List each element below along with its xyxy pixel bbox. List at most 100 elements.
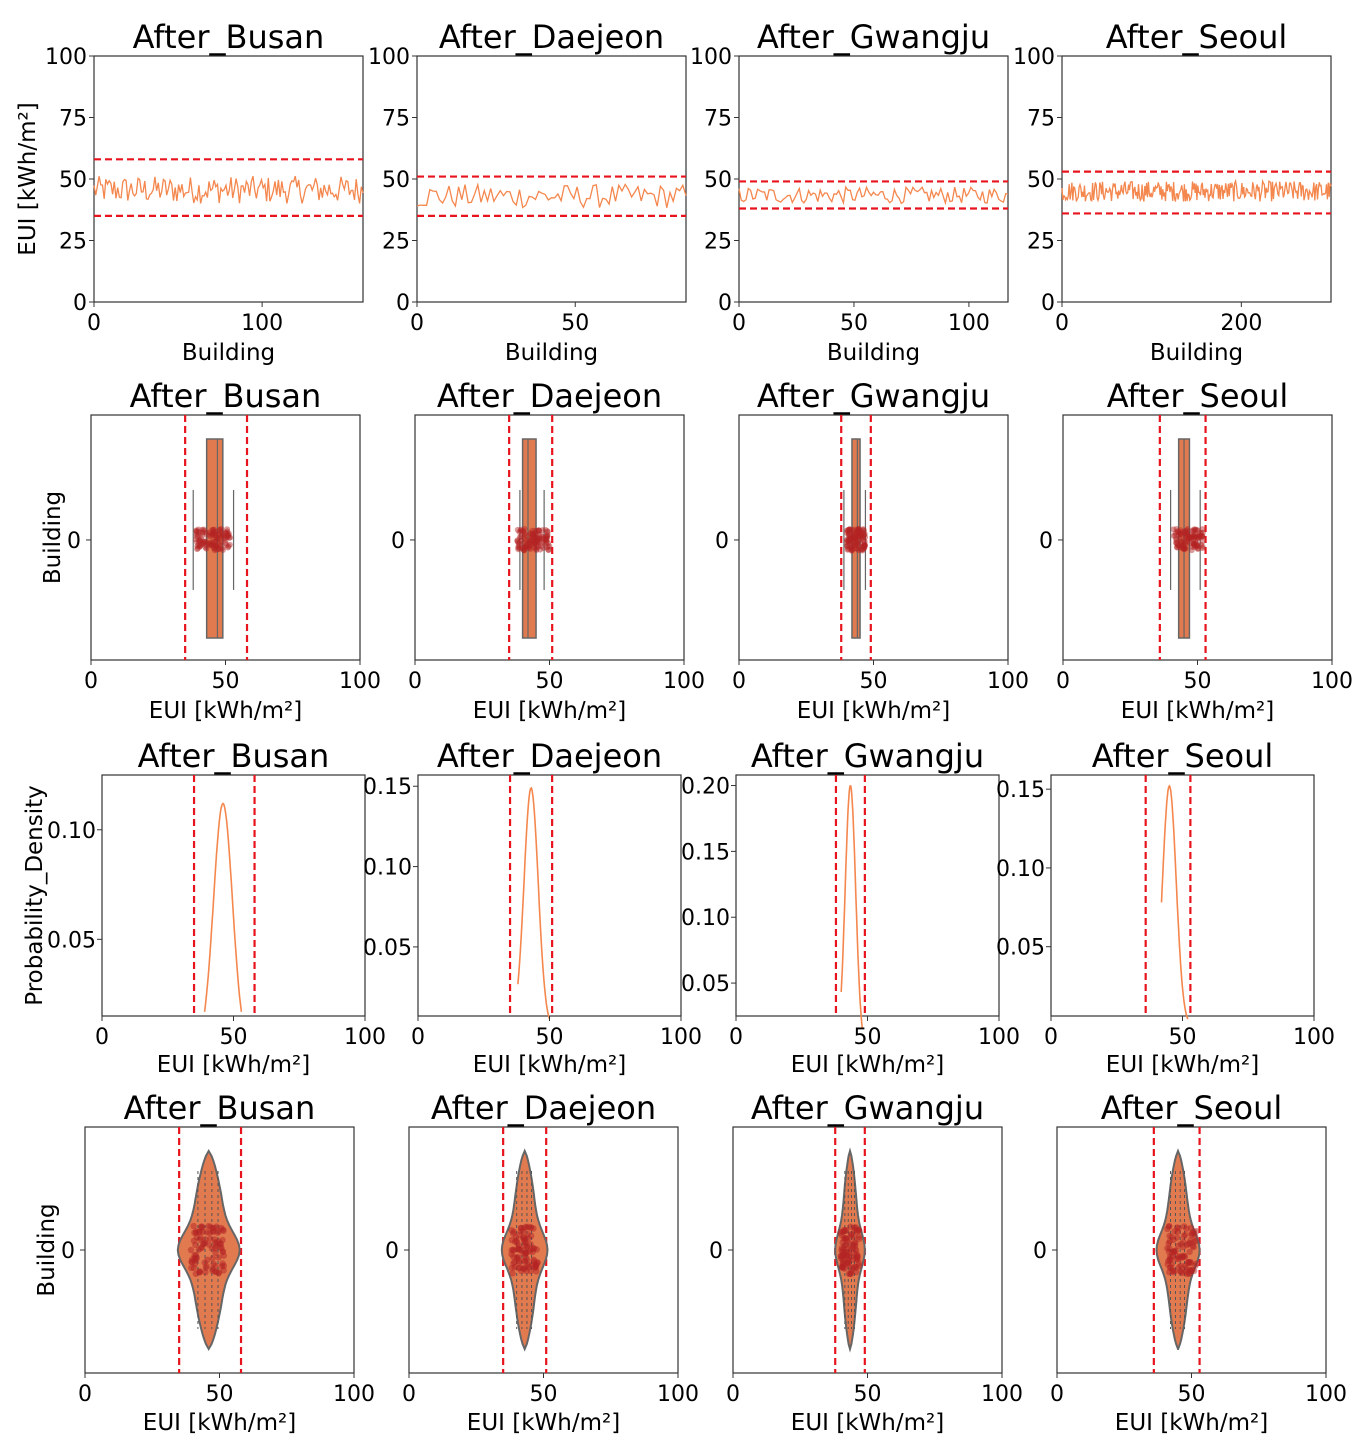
data-point [1191, 531, 1198, 538]
y-tick-label: 25 [382, 230, 410, 255]
data-point [520, 534, 527, 541]
data-point [535, 537, 542, 544]
data-point [521, 525, 528, 532]
data-point [543, 538, 550, 545]
data-point [851, 540, 858, 547]
data-point [532, 538, 539, 545]
data-point [539, 535, 546, 542]
data-point [524, 544, 531, 551]
data-point [526, 543, 533, 550]
data-point [545, 543, 552, 550]
data-point [537, 535, 544, 542]
y-tick-label: 0 [1039, 529, 1053, 554]
data-point [219, 547, 226, 554]
data-point [842, 1235, 850, 1242]
data-point [849, 542, 856, 549]
subplot-2-2: After_Daejeon 0 0 50 100 EUI [kWh/m²] [391, 377, 705, 724]
data-point [531, 540, 538, 547]
subplot-4-3: After_Gwangju 0 0 50 100 EUI [kWh/m²] [709, 1089, 1023, 1436]
data-point [860, 542, 867, 549]
x-axis-label: EUI [kWh/m²] [1106, 1052, 1259, 1078]
data-point [846, 535, 853, 542]
data-point [216, 540, 223, 547]
x-tick-label: 0 [408, 669, 422, 694]
data-point [533, 538, 540, 545]
data-point [210, 540, 217, 547]
data-point [227, 534, 234, 541]
data-point [1170, 526, 1177, 533]
data-point [1192, 526, 1199, 533]
data-point [845, 530, 852, 537]
data-point [1181, 540, 1188, 547]
data-point [194, 543, 201, 550]
data-point [207, 533, 214, 540]
x-axis-label: EUI [kWh/m²] [467, 1410, 620, 1436]
x-axis-label: Building [827, 340, 920, 366]
data-point [1184, 531, 1191, 538]
data-point [848, 535, 855, 542]
y-tick-label: 0 [1033, 1239, 1047, 1264]
data-point [1182, 1265, 1189, 1272]
x-tick-label: 0 [729, 1025, 743, 1050]
data-point [859, 535, 866, 542]
data-point [192, 536, 199, 543]
data-point [1186, 1248, 1193, 1255]
data-point [1183, 528, 1190, 535]
data-point [515, 546, 522, 553]
y-axis-label: EUI [kWh/m²] [15, 102, 41, 255]
axes-frame [416, 55, 687, 303]
y-tick-label: 0.10 [363, 856, 412, 881]
data-point [533, 545, 540, 552]
data-point [211, 542, 218, 549]
data-point [851, 1263, 858, 1271]
x-tick-label: 0 [95, 1025, 109, 1050]
data-point [1175, 542, 1182, 549]
data-point [857, 546, 864, 553]
y-tick-label: 100 [45, 45, 87, 70]
data-point [543, 535, 550, 542]
data-point [521, 544, 528, 551]
data-point [535, 527, 542, 534]
data-point [859, 546, 866, 553]
x-tick-label: 0 [1055, 311, 1069, 336]
data-point [214, 534, 221, 541]
x-tick-label: 0 [732, 311, 746, 336]
data-point [519, 1234, 527, 1241]
data-point [842, 1241, 849, 1249]
data-point [1172, 539, 1179, 546]
data-point [853, 545, 860, 552]
data-point [1196, 530, 1203, 537]
data-point [196, 537, 203, 544]
data-point [861, 531, 868, 538]
data-point [523, 537, 530, 544]
data-point [188, 1264, 195, 1272]
data-point [1181, 544, 1188, 551]
data-point [844, 527, 851, 534]
data-point [1198, 542, 1205, 549]
data-point [847, 538, 854, 545]
data-point [523, 542, 530, 549]
y-tick-label: 0.15 [681, 840, 730, 865]
data-point [858, 532, 865, 539]
data-point [534, 544, 541, 551]
data-point [1182, 532, 1189, 539]
data-point [205, 1223, 212, 1230]
data-point [1172, 1247, 1179, 1254]
data-point [1174, 544, 1181, 551]
data-point [1173, 535, 1180, 542]
y-tick-label: 0 [73, 291, 87, 316]
data-point [1186, 535, 1193, 542]
data-point [212, 531, 219, 538]
data-point [1184, 525, 1191, 532]
data-point [213, 535, 220, 542]
data-point [537, 532, 544, 539]
x-tick-label: 50 [1178, 1382, 1206, 1407]
x-tick-label: 100 [1305, 1382, 1347, 1407]
x-axis-label: Building [1150, 340, 1243, 366]
data-point [207, 542, 214, 549]
data-point [851, 542, 858, 549]
data-point [203, 529, 210, 536]
data-point [847, 536, 854, 543]
data-point [204, 1256, 211, 1264]
data-point [201, 538, 208, 545]
